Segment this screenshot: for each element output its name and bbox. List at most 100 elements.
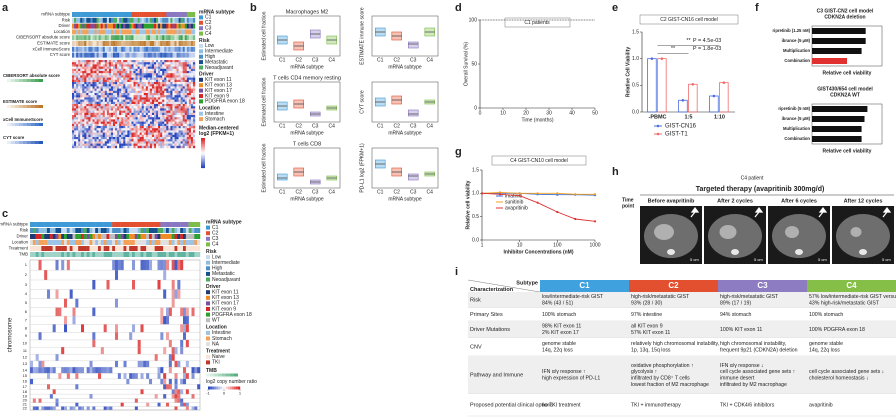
heatmap-cell	[141, 128, 144, 131]
annotation-cell	[131, 23, 134, 29]
heatmap-cell	[192, 99, 196, 102]
heatmap-cell	[180, 112, 183, 116]
heatmap-cell	[156, 115, 159, 118]
legend-swatch	[199, 111, 203, 116]
heatmap-cell	[139, 115, 142, 118]
heatmap-cell	[141, 75, 144, 78]
heatmap-cell	[145, 112, 149, 116]
heatmap-cell	[96, 108, 99, 111]
annotation-cell	[110, 46, 114, 52]
annotation-cell	[92, 240, 96, 245]
annotation: **	[671, 46, 676, 52]
annotation-cell	[109, 228, 113, 233]
heatmap-cell	[113, 126, 116, 129]
heatmap-cell	[82, 71, 85, 74]
cnv-cell	[106, 367, 110, 374]
annotation-cell	[166, 222, 170, 227]
heatmap-cell	[156, 95, 159, 98]
heatmap-cell	[125, 95, 128, 98]
heatmap-cell	[119, 141, 122, 144]
heatmap-cell	[129, 97, 132, 100]
annotation-cell	[140, 228, 144, 233]
heatmap-cell	[182, 97, 185, 100]
heatmap-cell	[123, 90, 126, 94]
heatmap-cell	[133, 139, 136, 142]
cnv-cell	[61, 367, 65, 374]
cnv-cell	[183, 402, 187, 407]
heatmap-cell	[151, 71, 155, 74]
annotation-cell	[151, 222, 155, 227]
annotation-cell	[149, 222, 153, 227]
heatmap-cell	[123, 64, 126, 67]
heatmap-cell	[141, 139, 144, 142]
annotation-cell	[119, 52, 122, 58]
heatmap-cell	[125, 130, 128, 133]
annotation-cell	[72, 17, 75, 23]
heatmap-cell	[98, 119, 101, 122]
heatmap-cell	[78, 73, 81, 76]
heatmap-cell	[119, 101, 122, 105]
heatmap-cell	[180, 86, 183, 89]
annotation-cell	[115, 29, 118, 35]
heatmap-cell	[108, 99, 112, 102]
heatmap-cell	[98, 64, 101, 67]
annotation-cell	[191, 240, 195, 245]
heatmap-cell	[135, 84, 138, 87]
annotation-cell	[121, 52, 124, 58]
cnv-cell	[146, 260, 150, 271]
heatmap-cell	[156, 119, 159, 122]
annotation-cell	[47, 228, 51, 233]
heatmap-cell	[170, 112, 173, 116]
cnv-cell	[174, 406, 178, 410]
heatmap-cell	[145, 123, 149, 127]
heatmap-cell	[176, 139, 179, 142]
heatmap-cell	[154, 99, 157, 102]
cnv-cell	[81, 324, 85, 333]
heatmap-cell	[156, 77, 159, 80]
heatmap-cell	[151, 104, 155, 107]
heatmap-cell	[137, 101, 140, 105]
annotation-cell	[102, 23, 105, 29]
annotation-cell	[127, 29, 130, 35]
side-gradient	[3, 105, 7, 108]
cnv-cell	[180, 398, 184, 403]
heatmap-cell	[76, 62, 79, 65]
heatmap-cell	[76, 90, 79, 94]
heatmap-cell	[180, 90, 183, 94]
tmb-gradient	[222, 373, 226, 377]
heatmap-cell	[137, 86, 140, 89]
cnv-cell	[86, 367, 90, 374]
heatmap-cell	[176, 86, 179, 89]
heatmap-cell	[84, 128, 87, 131]
annotation-cell	[190, 17, 194, 23]
heatmap-cell	[166, 88, 169, 91]
heatmap-cell	[100, 121, 103, 124]
annotation-cell	[137, 228, 141, 233]
heatmap-cell	[154, 134, 157, 138]
legend-swatch	[206, 295, 210, 300]
heatmap-cell	[176, 106, 179, 109]
annotation-cell	[88, 52, 91, 58]
heatmap-cell	[78, 123, 81, 127]
panel-label: i	[455, 266, 458, 278]
heatmap-cell	[113, 79, 116, 83]
heatmap-cell	[74, 123, 77, 127]
annotation-cell	[164, 46, 167, 52]
annotation-cell	[170, 12, 173, 17]
heatmap-cell	[176, 119, 179, 122]
heatmap-cell	[186, 123, 190, 127]
heatmap-cell	[190, 75, 194, 78]
annotation-cell	[147, 23, 151, 29]
annotation-cell	[78, 12, 81, 17]
heatmap-cell	[141, 145, 144, 149]
cnv-cell	[103, 324, 107, 333]
heatmap-cell	[78, 68, 81, 72]
heatmap-cell	[190, 126, 194, 129]
scale-gradient	[201, 157, 205, 160]
heatmap-cell	[162, 123, 165, 127]
annotation-cell	[133, 29, 136, 35]
heatmap-cell	[151, 117, 155, 120]
heatmap-cell	[178, 145, 181, 149]
heatmap-cell	[151, 82, 155, 85]
heatmap-cell	[98, 62, 101, 65]
